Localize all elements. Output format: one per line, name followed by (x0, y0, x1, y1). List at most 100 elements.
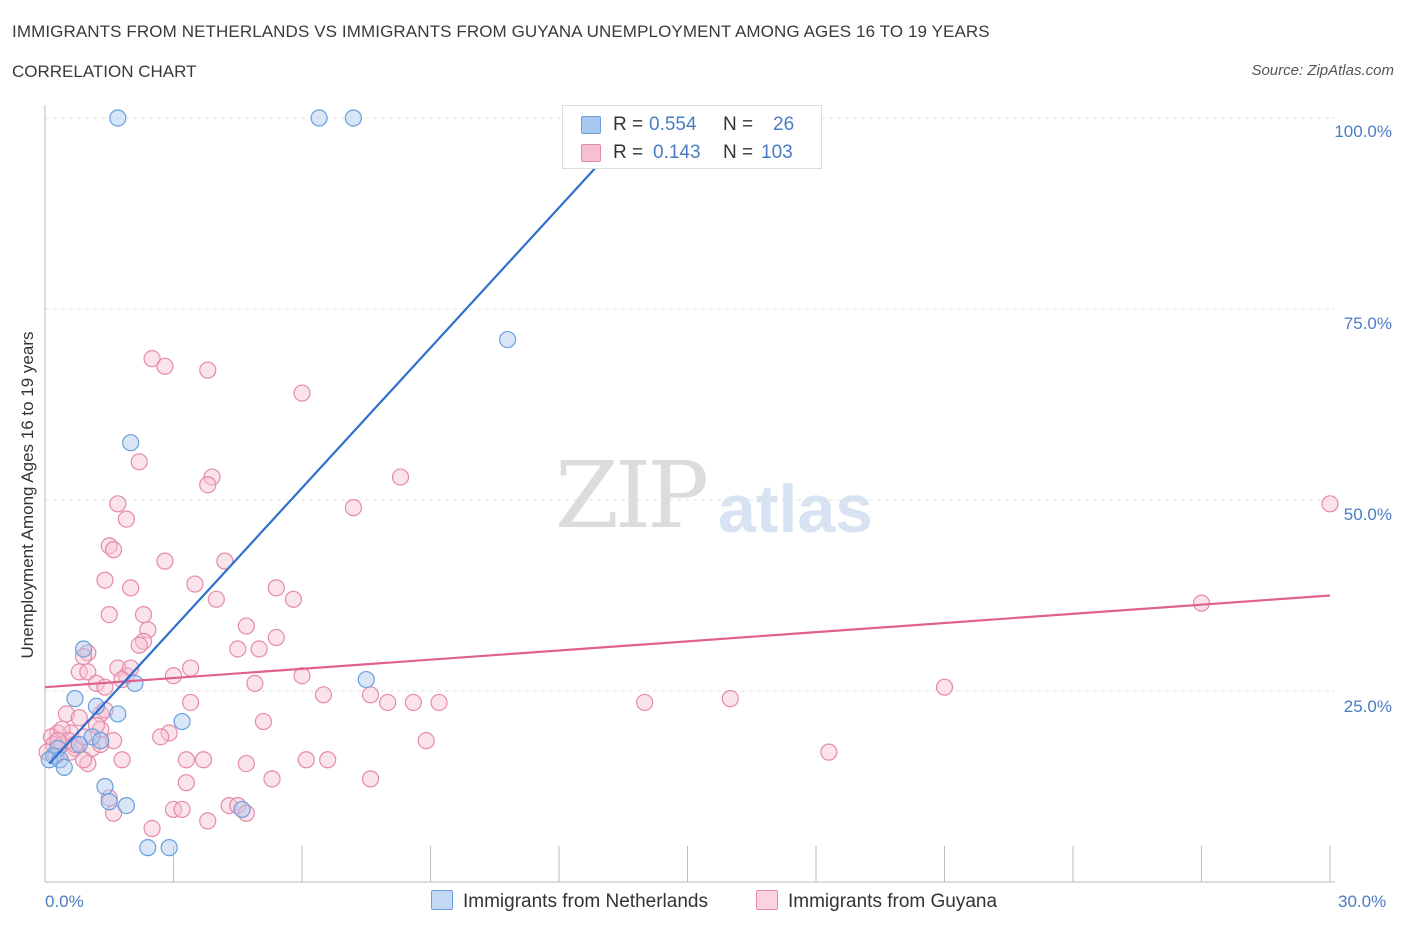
guyana-point (160, 724, 178, 742)
legend-row-guyana: R = 0.143 N = 103 (563, 140, 821, 166)
guyana-point (297, 751, 315, 769)
legend-label-netherlands: Immigrants from Netherlands (463, 891, 708, 912)
guyana-point (186, 575, 204, 593)
guyana-point (263, 770, 281, 788)
guyana-point (182, 693, 200, 712)
netherlands-point (96, 777, 114, 796)
guyana-point (344, 499, 362, 517)
netherlands-point (100, 793, 118, 811)
netherlands-point (344, 109, 362, 127)
netherlands-point (160, 839, 178, 857)
guyana-point (207, 590, 225, 608)
guyana-point (636, 693, 654, 712)
legend-n-label: N = (723, 142, 754, 163)
legend-swatch-guyana (581, 144, 601, 162)
legend-row-netherlands: R = 0.554 N = 26 (563, 112, 821, 138)
netherlands-point (117, 796, 135, 815)
legend-r-label: R = (613, 142, 644, 163)
guyana-point (1192, 594, 1211, 612)
guyana-point (173, 800, 191, 819)
legend-n-value: 103 (761, 142, 793, 163)
guyana-point (237, 754, 255, 773)
guyana-point (361, 686, 380, 704)
chart-title: IMMIGRANTS FROM NETHERLANDS VS IMMIGRANT… (12, 22, 990, 41)
guyana-point (361, 770, 380, 788)
guyana-point (293, 667, 311, 685)
netherlands-point (55, 758, 73, 777)
netherlands-point (109, 705, 127, 723)
guyana-point (314, 686, 333, 704)
netherlands-point (139, 839, 157, 857)
guyana-point (254, 712, 273, 731)
guyana-point (109, 495, 127, 513)
guyana-point (113, 751, 131, 769)
guyana-point (70, 709, 88, 727)
guyana-point (379, 693, 397, 712)
netherlands-point (233, 800, 251, 819)
x-tick-label-min: 0.0% (45, 892, 84, 911)
legend-swatch-guyana (756, 890, 778, 910)
correlation-legend: R = 0.554 N = 26 R = 0.143 N = 103 (562, 105, 822, 169)
y-tick-label: 100.0% (1334, 122, 1392, 141)
guyana-point (430, 693, 448, 712)
guyana-point (216, 552, 234, 570)
legend-r-label: R = (613, 114, 644, 135)
guyana-point (113, 670, 131, 689)
guyana-trend-line (44, 594, 1331, 689)
guyana-point (237, 617, 255, 635)
guyana-point (143, 350, 161, 368)
guyana-point (267, 628, 285, 647)
guyana-point (935, 678, 954, 696)
netherlands-point (66, 690, 84, 708)
guyana-point (143, 819, 161, 838)
y-tick-label: 25.0% (1343, 697, 1392, 716)
watermark-zip: ZIP (555, 442, 709, 549)
guyana-point (199, 812, 217, 830)
y-tick-label: 50.0% (1343, 505, 1392, 524)
guyana-point (267, 579, 285, 597)
netherlands-trend-line (48, 113, 646, 765)
chart-subtitle: CORRELATION CHART (12, 62, 197, 81)
netherlands-point (122, 434, 140, 452)
netherlands-point (499, 330, 517, 349)
guyana-point (417, 732, 435, 750)
netherlands-point (70, 735, 88, 754)
source-label: Source: ZipAtlas.com (1251, 62, 1394, 79)
netherlands-point (126, 674, 144, 692)
guyana-point (177, 774, 195, 792)
netherlands-point (310, 109, 328, 127)
guyana-point (164, 667, 183, 685)
guyana-point (177, 751, 195, 769)
guyana-point (130, 453, 148, 471)
guyana-point (1321, 495, 1339, 513)
guyana-point (194, 751, 213, 769)
guyana-point (199, 361, 217, 379)
guyana-point (229, 640, 247, 658)
netherlands-point (87, 697, 106, 715)
guyana-point (721, 690, 739, 708)
netherlands-point (92, 732, 110, 750)
guyana-point (404, 693, 422, 712)
guyana-point (79, 663, 97, 681)
legend-item-netherlands: Immigrants from Netherlands (431, 890, 708, 913)
netherlands-point (109, 109, 127, 127)
guyana-point (96, 571, 114, 589)
legend-r-value: 0.143 (653, 142, 701, 163)
guyana-point (391, 468, 410, 486)
guyana-point (156, 357, 174, 375)
guyana-point (74, 751, 93, 769)
netherlands-point (357, 670, 375, 689)
legend-swatch-netherlands (431, 890, 453, 910)
y-axis-label: Unemployment Among Ages 16 to 19 years (18, 331, 37, 659)
guyana-point (820, 743, 838, 761)
watermark-atlas: atlas (718, 471, 873, 547)
guyana-point (122, 579, 140, 597)
guyana-point (319, 751, 337, 769)
guyana-point (130, 636, 148, 654)
guyana-point (199, 476, 217, 494)
guyana-point (293, 384, 311, 402)
guyana-point (152, 728, 170, 746)
guyana-point (134, 605, 153, 624)
guyana-point (104, 732, 123, 750)
